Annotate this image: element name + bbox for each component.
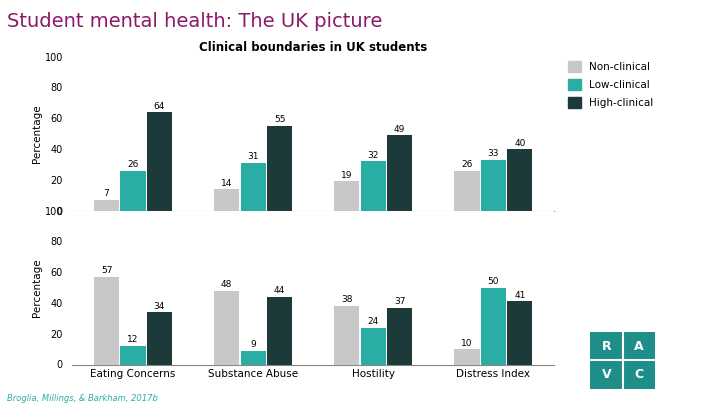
Text: 26: 26	[462, 160, 472, 169]
Text: 40: 40	[514, 139, 526, 147]
Bar	[361, 161, 386, 211]
Text: 9: 9	[251, 340, 256, 349]
Text: 19: 19	[341, 171, 353, 180]
Bar	[387, 307, 413, 364]
Y-axis label: Percentage: Percentage	[32, 258, 42, 317]
Bar	[267, 297, 292, 364]
Bar	[508, 149, 533, 211]
Text: V: V	[602, 368, 611, 381]
Text: 49: 49	[394, 125, 405, 134]
Text: 44: 44	[274, 286, 285, 295]
Bar	[120, 346, 145, 364]
Bar	[214, 189, 239, 211]
Bar	[387, 135, 413, 211]
Bar	[214, 291, 239, 364]
Bar	[334, 181, 359, 211]
Bar	[334, 306, 359, 364]
Bar	[240, 163, 266, 211]
Text: 24: 24	[368, 317, 379, 326]
Bar	[147, 312, 172, 364]
Bar	[454, 171, 480, 211]
Text: Student mental health: The UK picture: Student mental health: The UK picture	[7, 12, 382, 31]
Bar	[147, 112, 172, 211]
Text: 64: 64	[154, 102, 165, 111]
Text: 10: 10	[462, 339, 473, 347]
Bar	[454, 349, 480, 364]
Bar	[481, 160, 506, 211]
Text: 38: 38	[341, 296, 353, 305]
Bar	[240, 351, 266, 365]
Title: Clinical boundaries in UK students: Clinical boundaries in UK students	[199, 41, 428, 54]
Text: 31: 31	[248, 152, 259, 161]
Text: 57: 57	[101, 266, 112, 275]
Y-axis label: Percentage: Percentage	[32, 104, 42, 163]
Text: 41: 41	[514, 291, 526, 300]
Text: 55: 55	[274, 115, 285, 124]
Text: 26: 26	[127, 160, 139, 169]
Text: 48: 48	[221, 280, 233, 289]
Text: 50: 50	[487, 277, 499, 286]
Text: 12: 12	[127, 335, 139, 345]
Bar	[481, 288, 506, 364]
Text: 34: 34	[154, 302, 165, 311]
Text: Broglia, Millings, & Barkham, 2017b: Broglia, Millings, & Barkham, 2017b	[7, 394, 158, 403]
Legend: Non-clinical, Low-clinical, High-clinical: Non-clinical, Low-clinical, High-clinica…	[564, 57, 657, 112]
Text: 14: 14	[221, 179, 233, 188]
Text: C: C	[634, 368, 644, 381]
Bar	[94, 200, 119, 211]
Bar	[508, 301, 533, 364]
Bar	[120, 171, 145, 211]
Bar	[267, 126, 292, 211]
Bar	[361, 328, 386, 364]
Text: A: A	[634, 340, 644, 353]
Text: 37: 37	[394, 297, 405, 306]
Text: 33: 33	[487, 149, 499, 158]
Text: 32: 32	[368, 151, 379, 160]
Text: R: R	[602, 340, 611, 353]
Bar	[94, 277, 119, 364]
Text: 7: 7	[104, 189, 109, 198]
